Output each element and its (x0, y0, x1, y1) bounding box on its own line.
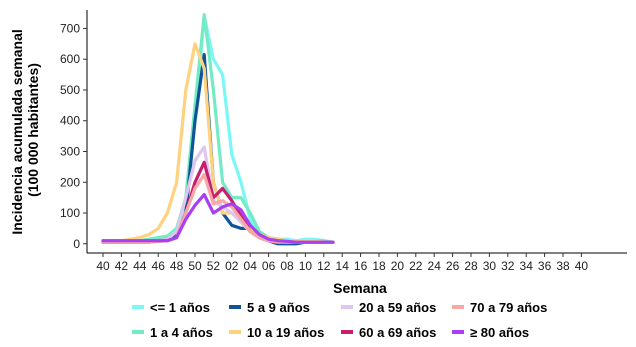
x-tick-label: 02 (225, 259, 239, 273)
legend-item: <= 1 años (132, 300, 210, 315)
y-tick-label: 600 (60, 52, 80, 66)
x-tick-label: 38 (556, 259, 570, 273)
y-tick-label: 500 (60, 83, 80, 97)
x-tick-label: 06 (262, 259, 276, 273)
y-tick-label: 200 (60, 175, 80, 189)
legend-label: 10 a 19 años (247, 325, 324, 340)
x-tick-label: 52 (207, 259, 221, 273)
x-tick-label: 12 (317, 259, 331, 273)
legend-label: 70 a 79 años (470, 300, 547, 315)
legend-label: <= 1 años (150, 300, 210, 315)
x-tick-label: 10 (299, 259, 313, 273)
series-layer (101, 13, 335, 246)
series-line (101, 193, 335, 244)
x-tick-label: 34 (520, 259, 534, 273)
legend-label: 60 a 69 años (359, 325, 436, 340)
legend-item: 10 a 19 años (229, 325, 324, 340)
legend: <= 1 años 1 a 4 años 5 a 9 años 10 a 19 año… (132, 300, 547, 340)
legend-item: ≥ 80 años (452, 325, 529, 340)
x-tick-label: 44 (133, 259, 147, 273)
legend-label: 20 a 59 años (359, 300, 436, 315)
x-tick-label: 14 (336, 259, 350, 273)
x-tick-label: 26 (446, 259, 460, 273)
y-axis-title: Incidencia acumulada semanal (100 000 ha… (9, 25, 41, 234)
x-tick-label: 50 (188, 259, 202, 273)
x-tick-label: 16 (354, 259, 368, 273)
x-tick-label: 40 (575, 259, 589, 273)
x-tick-label: 48 (170, 259, 184, 273)
y-tick-label: 100 (60, 206, 80, 220)
y-axis-title-line-2: (100 000 habitantes) (25, 63, 41, 197)
legend-item: 1 a 4 años (132, 325, 213, 340)
x-tick-label: 30 (483, 259, 497, 273)
x-tick-label: 04 (244, 259, 258, 273)
x-tick-label: 24 (428, 259, 442, 273)
y-tick-label: 300 (60, 144, 80, 158)
y-tick-label: 0 (73, 237, 80, 251)
x-tick-label: 36 (538, 259, 552, 273)
legend-item: 60 a 69 años (341, 325, 436, 340)
x-tick-label: 18 (372, 259, 386, 273)
x-tick-label: 42 (115, 259, 129, 273)
legend-item: 5 a 9 años (229, 300, 310, 315)
y-tick-label: 700 (60, 21, 80, 35)
y-axis-title-line-1: Incidencia acumulada semanal (9, 29, 25, 234)
x-tick-label: 20 (391, 259, 405, 273)
x-tick-label: 32 (501, 259, 515, 273)
x-axis-title: Semana (333, 280, 387, 296)
x-tick-label: 28 (464, 259, 478, 273)
x-tick-label: 08 (280, 259, 294, 273)
legend-label: 1 a 4 años (150, 325, 213, 340)
legend-item: 20 a 59 años (341, 300, 436, 315)
legend-item: 70 a 79 años (452, 300, 547, 315)
x-tick-label: 40 (96, 259, 110, 273)
x-tick-label: 46 (152, 259, 166, 273)
x-tick-label: 22 (409, 259, 423, 273)
axes: 0 100 200 300 400 500 600 700 40 42 44 46 48 50 52 02 04… (60, 10, 627, 273)
y-tick-label: 400 (60, 114, 80, 128)
legend-label: 5 a 9 años (247, 300, 310, 315)
legend-label: ≥ 80 años (470, 325, 529, 340)
